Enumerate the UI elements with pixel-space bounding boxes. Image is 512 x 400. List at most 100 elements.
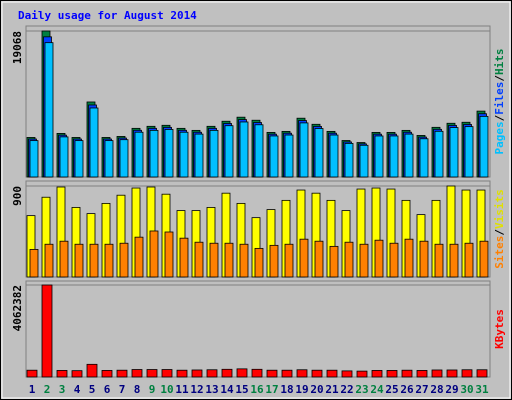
bar [314,128,324,178]
bar [134,236,144,278]
bar [281,369,293,378]
bar [44,243,54,278]
bar [329,245,339,278]
bar [191,369,203,378]
bar [389,242,399,278]
bar [344,143,354,178]
bar [269,135,279,178]
x-tick-label: 19 [295,383,308,396]
x-tick-label: 4 [74,383,81,396]
bar [419,240,429,278]
bar [464,242,474,278]
x-tick-label: 3 [59,383,66,396]
bar [254,124,264,178]
plot-area [25,280,491,378]
x-tick-label: 22 [340,383,353,396]
bar [371,370,383,378]
legend-entry: Pages [493,121,506,154]
bar [74,243,84,278]
bar [164,231,174,278]
x-tick-label: 1 [29,383,36,396]
x-tick-label: 13 [205,383,218,396]
bar [359,144,369,178]
bar [476,369,488,378]
bar [431,369,443,378]
bar [389,135,399,178]
x-tick-label: 20 [310,383,323,396]
bar [269,244,279,278]
x-tick-label: 18 [280,383,293,396]
bar [464,126,474,178]
bar [401,369,413,378]
bar [134,131,144,178]
x-tick-label: 28 [430,383,443,396]
y-tick-label: 900 [11,186,24,206]
x-tick-label: 24 [370,383,384,396]
bar [284,243,294,278]
x-tick-label: 12 [190,383,203,396]
bar [386,370,398,378]
bar [224,242,234,278]
bar [179,131,189,178]
bar [326,369,338,378]
bar [434,130,444,178]
x-tick-label: 16 [250,383,264,396]
bar [314,240,324,278]
bar [194,241,204,278]
x-tick-label: 30 [460,383,473,396]
bar [101,370,113,378]
x-tick-label: 6 [104,383,111,396]
legend-entry: Hits [493,49,506,76]
bar [179,237,189,278]
x-tick-label: 7 [119,383,126,396]
x-tick-label: 27 [415,383,428,396]
legend: Pages/Files/Hits [493,49,506,155]
bar [284,134,294,178]
bar [266,369,278,378]
x-tick-label: 23 [355,383,368,396]
legend-entry: Visits [493,189,506,229]
bar [359,243,369,278]
bar [161,369,173,378]
legend-entry: KBytes [493,309,506,349]
bar [206,369,218,378]
legend: Sites/Visits [493,189,506,269]
bar [194,133,204,178]
bar [164,129,174,178]
legend-separator: / [493,75,506,82]
bar [131,369,143,378]
bar [119,139,129,178]
bar [299,122,309,178]
bar [209,129,219,178]
bar [71,370,83,378]
x-tick-label: 21 [325,383,339,396]
x-tick-label: 8 [134,383,141,396]
x-tick-label: 17 [265,383,278,396]
legend-separator: / [493,114,506,121]
bar [374,239,384,278]
legend-entry: Files [493,82,506,115]
bar [41,284,53,378]
bar [449,243,459,278]
x-tick-label: 9 [149,383,156,396]
legend-entry: Sites [493,236,506,269]
bar [299,238,309,278]
y-tick-label: 19068 [11,31,24,64]
bar [74,140,84,178]
bar [254,247,264,278]
bar [29,140,39,178]
bar [329,134,339,178]
bar [404,133,414,178]
bar [89,243,99,278]
bar [239,243,249,278]
bar [44,42,54,178]
bar [479,115,489,178]
bar [86,363,98,378]
x-tick-label: 2 [44,383,51,396]
bar [461,369,473,378]
bar [419,138,429,178]
bar [341,370,353,378]
